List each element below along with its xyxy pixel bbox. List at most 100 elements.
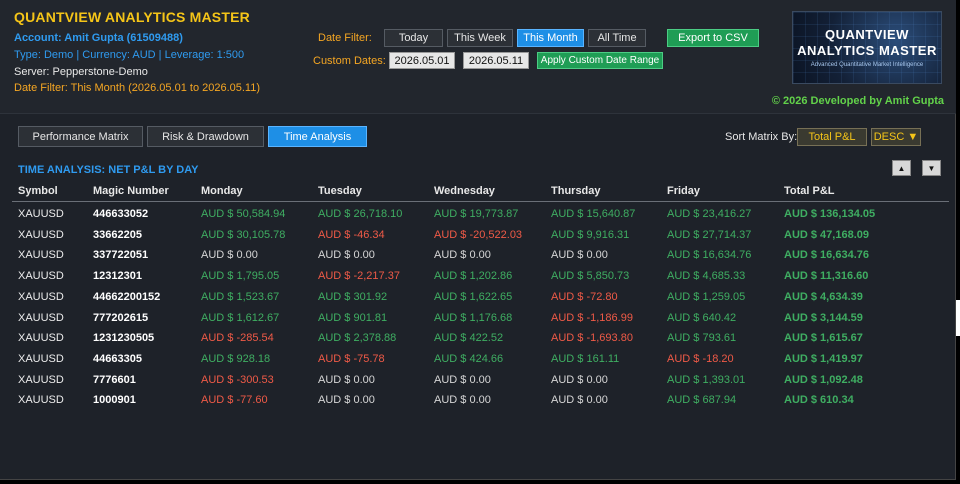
cell-friday: AUD $ 640.42 — [667, 311, 737, 324]
logo-grid-pattern — [793, 12, 941, 83]
tab-risk-drawdown[interactable]: Risk & Drawdown — [147, 126, 264, 147]
cell-symbol: XAUUSD — [18, 373, 64, 386]
cell-magic-number: 337722051 — [93, 249, 149, 262]
cell-thursday: AUD $ -1,693.80 — [551, 332, 633, 345]
cell-magic-number: 12312301 — [93, 270, 142, 283]
column-header-magic-number[interactable]: Magic Number — [93, 185, 169, 197]
logo-tagline: Advanced Quantitative Market Intelligenc… — [810, 62, 924, 68]
table-row: XAUUSD 446633052 AUD $ 50,584.94 AUD $ 26,7… — [0, 205, 956, 226]
table-row: XAUUSD 12312301 AUD $ 1,795.05 AUD $ -2,217… — [0, 267, 956, 288]
cell-tuesday: AUD $ 2,378.88 — [318, 332, 397, 345]
header-divider — [12, 201, 949, 202]
cell-monday: AUD $ 928.18 — [201, 352, 271, 365]
cell-symbol: XAUUSD — [18, 228, 64, 241]
cell-monday: AUD $ -285.54 — [201, 332, 274, 345]
date-filter-status: Date Filter: This Month (2026.05.01 to 2… — [14, 82, 261, 94]
cell-total-pnl: AUD $ 610.34 — [784, 394, 854, 407]
cell-total-pnl: AUD $ 136,134.05 — [784, 208, 876, 220]
cell-total-pnl: AUD $ 47,168.09 — [784, 228, 869, 241]
column-header-tuesday[interactable]: Tuesday — [318, 185, 362, 197]
cell-wednesday: AUD $ 1,202.86 — [434, 270, 513, 283]
table-row: XAUUSD 33662205 AUD $ 30,105.78 AUD $ -46.3… — [0, 226, 956, 247]
custom-date-from-input[interactable]: 2026.05.01 — [389, 52, 455, 69]
section-title: TIME ANALYSIS: NET P&L BY DAY — [18, 164, 199, 176]
logo-line-1: QUANTVIEW — [825, 27, 909, 42]
cell-wednesday: AUD $ 422.52 — [434, 332, 504, 345]
server-info: Server: Pepperstone-Demo — [14, 66, 148, 78]
cell-thursday: AUD $ 0.00 — [551, 373, 608, 386]
cell-magic-number: 33662205 — [93, 228, 142, 241]
tab-time-analysis[interactable]: Time Analysis — [268, 126, 367, 147]
cell-symbol: XAUUSD — [18, 208, 64, 220]
custom-date-to-input[interactable]: 2026.05.11 — [463, 52, 529, 69]
cell-symbol: XAUUSD — [18, 270, 64, 283]
filter-this-week-button[interactable]: This Week — [447, 29, 513, 47]
cell-total-pnl: AUD $ 1,419.97 — [784, 352, 863, 365]
cell-magic-number: 44662200152 — [93, 290, 161, 303]
cell-total-pnl: AUD $ 3,144.59 — [784, 311, 863, 324]
column-header-total-pnl[interactable]: Total P&L — [784, 185, 835, 197]
tab-performance-matrix[interactable]: Performance Matrix — [18, 126, 143, 147]
apply-custom-range-button[interactable]: Apply Custom Date Range — [537, 52, 663, 69]
developer-credit: © 2026 Developed by Amit Gupta — [771, 95, 944, 107]
up-arrow-icon: ▲ — [897, 163, 906, 173]
cell-thursday: AUD $ 0.00 — [551, 394, 608, 407]
cell-wednesday: AUD $ -20,522.03 — [434, 228, 523, 241]
down-arrow-icon: ▼ — [927, 163, 936, 173]
cell-monday: AUD $ 30,105.78 — [201, 228, 286, 241]
cell-symbol: XAUUSD — [18, 352, 64, 365]
scroll-up-button[interactable]: ▲ — [892, 160, 911, 176]
column-header-symbol[interactable]: Symbol — [18, 185, 58, 197]
cell-wednesday: AUD $ 0.00 — [434, 249, 491, 262]
window-edge-marker — [956, 300, 960, 336]
sort-label: Sort Matrix By: — [725, 131, 798, 143]
cell-friday: AUD $ 687.94 — [667, 394, 737, 407]
scroll-down-button[interactable]: ▼ — [922, 160, 941, 176]
filter-all-time-button[interactable]: All Time — [588, 29, 646, 47]
cell-magic-number: 446633052 — [93, 208, 149, 220]
column-header-monday[interactable]: Monday — [201, 185, 243, 197]
custom-dates-label: Custom Dates: — [313, 55, 386, 67]
column-header-thursday[interactable]: Thursday — [551, 185, 601, 197]
cell-monday: AUD $ 1,523.67 — [201, 290, 280, 303]
cell-tuesday: AUD $ 0.00 — [318, 394, 375, 407]
cell-magic-number: 1231230505 — [93, 332, 155, 345]
cell-friday: AUD $ -18.20 — [667, 352, 734, 365]
app-title: QUANTVIEW ANALYTICS MASTER — [14, 9, 250, 25]
cell-wednesday: AUD $ 0.00 — [434, 394, 491, 407]
sort-field-dropdown[interactable]: Total P&L — [797, 128, 867, 146]
cell-thursday: AUD $ -72.80 — [551, 290, 618, 303]
cell-thursday: AUD $ -1,186.99 — [551, 311, 633, 324]
table-row: XAUUSD 7776601 AUD $ -300.53 AUD $ 0.00 AUD … — [0, 371, 956, 392]
cell-tuesday: AUD $ 0.00 — [318, 249, 375, 262]
cell-total-pnl: AUD $ 1,615.67 — [784, 332, 863, 345]
cell-symbol: XAUUSD — [18, 332, 64, 345]
export-csv-button[interactable]: Export to CSV — [667, 29, 759, 47]
cell-magic-number: 7776601 — [93, 373, 136, 386]
filter-today-button[interactable]: Today — [384, 29, 443, 47]
cell-tuesday: AUD $ 301.92 — [318, 290, 388, 303]
cell-symbol: XAUUSD — [18, 394, 64, 407]
cell-monday: AUD $ -77.60 — [201, 394, 268, 407]
column-header-friday[interactable]: Friday — [667, 185, 701, 197]
filter-this-month-button[interactable]: This Month — [517, 29, 584, 47]
account-info: Account: Amit Gupta (61509488) — [14, 32, 183, 44]
cell-monday: AUD $ 1,795.05 — [201, 270, 280, 283]
table-row: XAUUSD 1000901 AUD $ -77.60 AUD $ 0.00 AUD $… — [0, 391, 956, 412]
sort-order-dropdown[interactable]: DESC ▼ — [871, 128, 921, 146]
column-header-wednesday[interactable]: Wednesday — [434, 185, 495, 197]
cell-symbol: XAUUSD — [18, 249, 64, 262]
cell-wednesday: AUD $ 0.00 — [434, 373, 491, 386]
cell-wednesday: AUD $ 424.66 — [434, 352, 504, 365]
cell-friday: AUD $ 16,634.76 — [667, 249, 752, 262]
date-filter-label: Date Filter: — [318, 32, 372, 44]
cell-wednesday: AUD $ 1,176.68 — [434, 311, 513, 324]
cell-tuesday: AUD $ -75.78 — [318, 352, 385, 365]
cell-magic-number: 1000901 — [93, 394, 136, 407]
cell-monday: AUD $ 1,612.67 — [201, 311, 280, 324]
cell-total-pnl: AUD $ 16,634.76 — [784, 249, 869, 262]
cell-tuesday: AUD $ 0.00 — [318, 373, 375, 386]
cell-friday: AUD $ 27,714.37 — [667, 228, 752, 241]
table-row: XAUUSD 777202615 AUD $ 1,612.67 AUD $ 901.8… — [0, 309, 956, 330]
account-meta: Type: Demo | Currency: AUD | Leverage: 1… — [14, 49, 245, 61]
